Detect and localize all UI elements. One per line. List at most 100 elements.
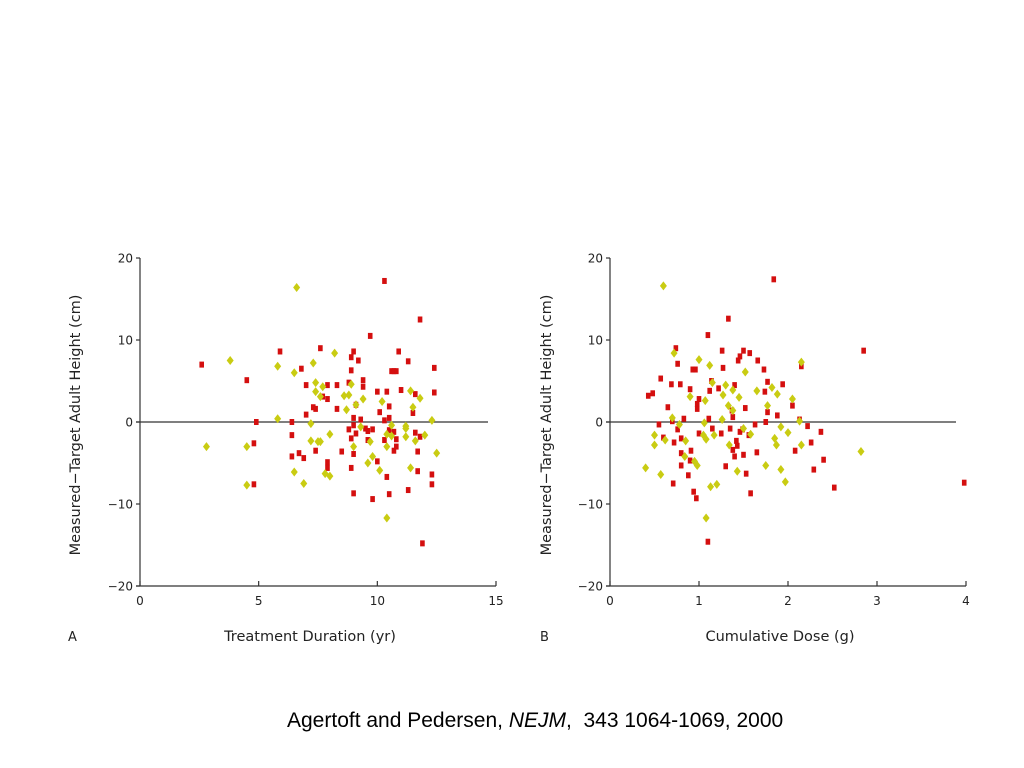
data-point-square [743, 470, 749, 477]
data-point-diamond [407, 386, 415, 396]
data-point-diamond [416, 393, 424, 403]
data-point-square [351, 414, 356, 421]
data-point-square [694, 400, 700, 407]
data-point-diamond [352, 400, 360, 410]
data-point-square [818, 428, 824, 435]
data-point-square [678, 435, 684, 442]
data-point-square [417, 316, 423, 323]
data-point-square [687, 457, 693, 464]
data-point-square [244, 377, 250, 384]
data-point-square [277, 348, 283, 355]
data-point-square [394, 436, 399, 443]
data-point-square [346, 426, 352, 433]
data-point-diamond [307, 436, 315, 446]
data-point-square [417, 433, 423, 440]
data-point-diamond [307, 419, 315, 429]
data-point-diamond [226, 356, 234, 365]
data-point-diamond [651, 440, 658, 450]
data-point-square [394, 443, 399, 450]
data-point-square [370, 426, 375, 433]
data-point-square [861, 347, 866, 354]
data-point-diamond [733, 466, 741, 476]
data-point-diamond [773, 389, 781, 399]
data-point-diamond [290, 467, 298, 477]
y-tick-label: −10 [578, 498, 603, 512]
y-tick-label: 20 [118, 252, 133, 266]
data-point-square [665, 404, 671, 411]
data-point-diamond [670, 348, 678, 358]
data-point-square [763, 419, 769, 425]
data-point-diamond [722, 380, 730, 390]
data-point-square [413, 391, 418, 398]
x-tick-label: 0 [136, 594, 144, 608]
data-point-square [707, 387, 712, 394]
citation-journal: NEJM [508, 709, 566, 732]
data-point-square [694, 495, 699, 502]
data-point-diamond [421, 430, 429, 440]
data-point-square [831, 484, 837, 491]
y-tick-label: 10 [588, 334, 603, 348]
data-point-diamond [383, 513, 391, 523]
data-point-square [398, 387, 404, 394]
data-point-square [726, 315, 731, 322]
data-point-diamond [350, 442, 358, 452]
data-point-square [720, 364, 726, 371]
data-point-diamond [651, 430, 658, 440]
data-point-square [318, 345, 323, 352]
data-point-diamond [695, 355, 703, 365]
data-point-diamond [407, 463, 415, 473]
data-point-square [645, 392, 651, 399]
data-point-square [358, 416, 364, 423]
data-point-square [351, 490, 356, 497]
data-point-diamond [797, 357, 805, 367]
data-point-square [351, 450, 356, 457]
data-point-square [348, 354, 354, 361]
data-point-square [811, 466, 817, 473]
data-point-diamond [293, 283, 301, 293]
data-point-square [690, 366, 696, 373]
data-point-square [199, 361, 205, 368]
data-point-square [678, 450, 684, 457]
data-point-square [386, 427, 392, 434]
data-point-diamond [290, 368, 298, 378]
data-point-square [747, 350, 753, 357]
data-point-square [348, 435, 354, 442]
data-point-diamond [724, 401, 732, 411]
data-point-square [303, 382, 309, 389]
data-point-square [765, 409, 770, 416]
series-square [645, 276, 967, 545]
data-point-square [808, 439, 814, 446]
data-point-diamond [701, 396, 709, 406]
data-point-diamond [243, 442, 251, 452]
data-point-square [730, 414, 736, 421]
data-point-square [431, 389, 437, 396]
data-point-square [696, 430, 702, 437]
data-point-diamond [747, 429, 755, 439]
data-point-square [396, 348, 401, 355]
data-point-square [325, 382, 330, 389]
data-point-square [765, 378, 770, 385]
data-point-square [377, 409, 383, 416]
data-point-square [301, 455, 307, 462]
data-point-square [405, 358, 411, 365]
data-point-square [780, 381, 785, 388]
y-tick-label: −10 [108, 498, 133, 512]
data-point-square [754, 449, 760, 456]
x-tick-label: 1 [695, 594, 703, 608]
data-point-diamond [347, 379, 355, 389]
data-point-diamond [768, 383, 776, 393]
data-point-square [382, 277, 387, 284]
data-point-diamond [718, 415, 726, 425]
data-point-diamond [300, 479, 308, 488]
data-point-square [656, 421, 662, 428]
data-point-diamond [326, 471, 334, 481]
data-point-square [748, 490, 753, 497]
data-point-square [718, 430, 724, 437]
series-square [199, 277, 437, 547]
data-point-diamond [428, 415, 436, 425]
data-point-square [723, 463, 728, 470]
data-point-diamond [331, 348, 339, 358]
citation-authors: Agertoft and Pedersen, [287, 709, 509, 732]
data-point-square [821, 456, 826, 463]
data-point-square [391, 447, 397, 454]
